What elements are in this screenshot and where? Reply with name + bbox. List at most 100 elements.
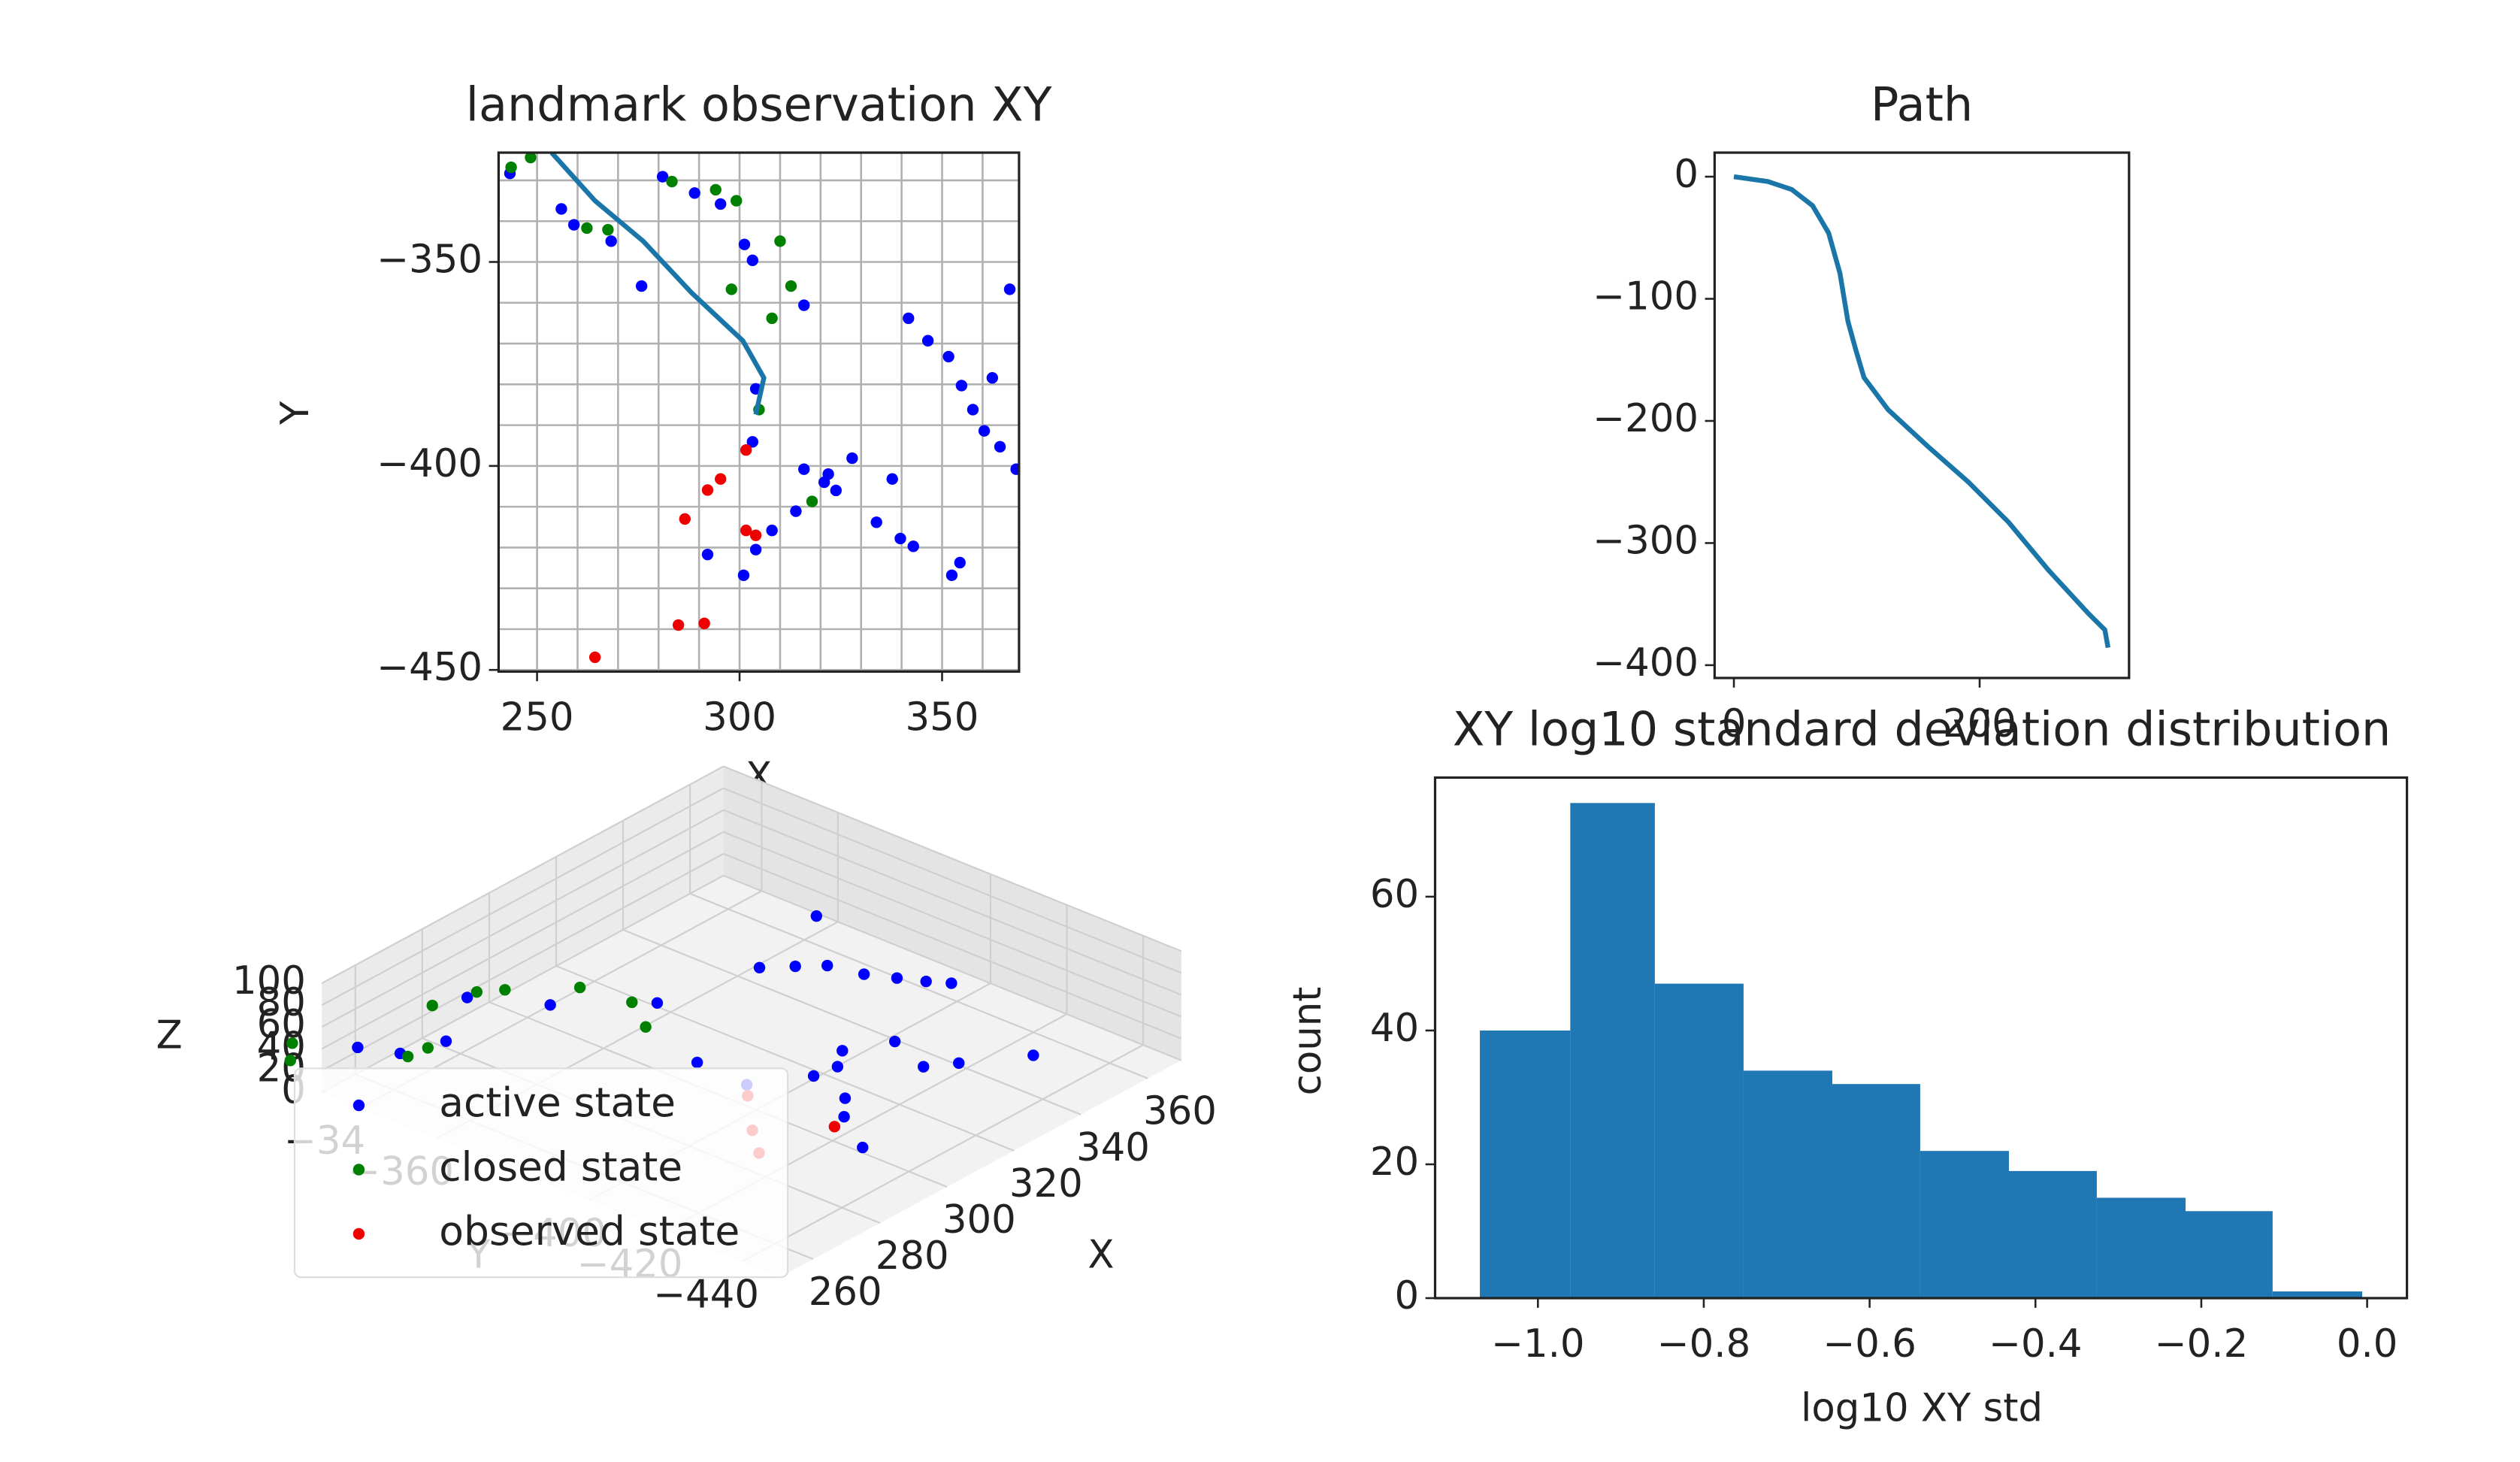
y-tick-label: −440 [653, 1273, 759, 1318]
point [1003, 283, 1016, 295]
plot-area [504, 153, 1019, 664]
point [651, 997, 664, 1009]
point [505, 161, 517, 174]
histogram-bar [2096, 1197, 2186, 1298]
x-tick-label: −0.8 [1657, 1321, 1751, 1367]
point [525, 153, 537, 164]
point [821, 959, 833, 972]
point [766, 524, 778, 537]
point [806, 495, 818, 507]
point [921, 334, 934, 347]
point [1010, 463, 1019, 475]
x-tick-label: 360 [1143, 1089, 1217, 1134]
grid-line [723, 765, 1182, 952]
grid-line [741, 1044, 1144, 1263]
point [440, 1035, 452, 1047]
x-tick-label: −0.2 [2155, 1321, 2249, 1367]
point [789, 960, 801, 973]
y-tick-label: −200 [1593, 396, 1699, 441]
point [635, 280, 648, 292]
y-tick-label: −300 [1593, 518, 1699, 563]
point [986, 371, 999, 384]
y-axis-label: Y [273, 401, 318, 425]
point [656, 171, 669, 183]
point [746, 436, 758, 448]
point [918, 1061, 930, 1073]
point [715, 198, 727, 210]
point [790, 505, 802, 517]
point [907, 540, 919, 552]
point [889, 1035, 901, 1048]
point [746, 254, 758, 267]
point [701, 484, 714, 496]
point [830, 484, 843, 497]
y-tick-label: −350 [377, 238, 483, 283]
histogram-bar [2185, 1211, 2273, 1298]
point [886, 473, 898, 485]
point [955, 380, 968, 392]
point [810, 910, 823, 922]
x-tick-label: 300 [703, 695, 776, 740]
point [602, 223, 614, 236]
x-tick-label: −0.4 [1989, 1321, 2083, 1367]
y-axis-label: count [1285, 987, 1330, 1096]
point [688, 187, 700, 199]
point [994, 440, 1006, 453]
grid-line [723, 809, 1182, 996]
point [839, 1092, 852, 1104]
x-tick-label: 250 [501, 695, 574, 740]
z-axis-label: Z [156, 1013, 183, 1058]
point [709, 183, 722, 196]
grid-line [723, 874, 1182, 1061]
point [766, 312, 778, 325]
y-tick-label: −400 [1593, 640, 1699, 686]
point [470, 986, 483, 998]
point [740, 444, 752, 456]
point [807, 1070, 820, 1082]
histogram-bar [1654, 983, 1744, 1298]
point [838, 1111, 850, 1123]
grid-line [321, 809, 725, 1028]
point [828, 1121, 841, 1133]
point [903, 312, 915, 325]
grid-line [321, 765, 725, 985]
histogram-bar [1570, 803, 1655, 1298]
point [581, 222, 593, 235]
point [422, 1042, 434, 1054]
point [626, 996, 638, 1009]
point [942, 350, 954, 363]
point [954, 556, 966, 569]
point [555, 203, 567, 215]
grid-line [622, 929, 1082, 1115]
y-tick-label: −450 [377, 645, 483, 690]
point [749, 529, 762, 541]
x-tick-label: 300 [942, 1197, 1016, 1243]
legend-marker [352, 1164, 365, 1176]
x-tick-label: −1.0 [1491, 1321, 1585, 1367]
point [731, 195, 743, 207]
point [774, 235, 786, 247]
point [818, 476, 830, 489]
point [967, 404, 979, 416]
x-axis-label: X [1088, 1232, 1114, 1277]
point [679, 513, 691, 525]
y-tick-label: 60 [1370, 872, 1419, 917]
grid-line [321, 831, 725, 1050]
axes-frame [1713, 151, 2131, 680]
point [544, 999, 556, 1011]
x-tick-label: 340 [1076, 1125, 1150, 1170]
point [640, 1021, 652, 1033]
point [740, 524, 752, 537]
point [352, 1041, 364, 1054]
point [701, 548, 714, 561]
chart-title: Path [1871, 77, 1973, 132]
point [567, 219, 580, 231]
point [870, 516, 882, 528]
point [588, 651, 601, 664]
axes-frame [1433, 776, 2409, 1300]
path-line [549, 153, 767, 416]
y-tick-label: 0 [1394, 1273, 1419, 1318]
histogram-bar [1832, 1084, 1920, 1298]
point [858, 968, 870, 980]
x-tick-label: 350 [906, 695, 979, 740]
